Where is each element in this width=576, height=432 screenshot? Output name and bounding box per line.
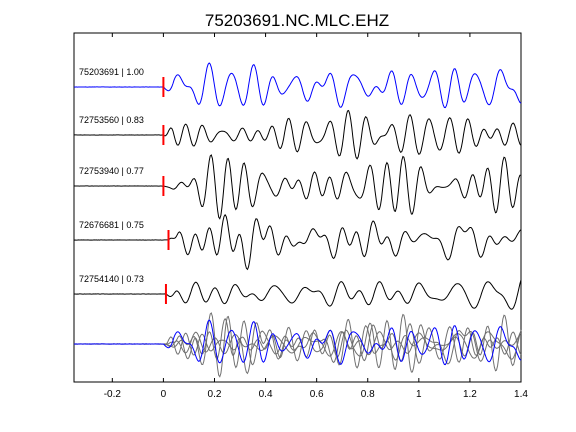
- trace-label: 72754140 | 0.73: [79, 274, 144, 284]
- stacked-master-trace: [73, 319, 522, 366]
- x-tick-label: 0.2: [208, 389, 222, 400]
- x-tick-label: 1.2: [463, 389, 477, 400]
- waveform-trace: [74, 279, 522, 310]
- trace-label: 72676681 | 0.75: [79, 220, 144, 230]
- trace-area: [73, 62, 522, 310]
- waveform-trace: [73, 213, 522, 271]
- stacked-overlay: [73, 312, 522, 378]
- waveform-trace: [73, 154, 521, 220]
- x-tick-label: 1: [416, 389, 422, 400]
- trace-label: 72753560 | 0.83: [79, 115, 144, 125]
- x-tick-label: 0.6: [310, 389, 324, 400]
- x-axis: -0.2 0 0.2 0.4 0.6 0.8 1 1.2 1.4: [104, 33, 528, 400]
- x-tick-label: 0.4: [259, 389, 273, 400]
- waveform-trace: [73, 62, 522, 109]
- trace-label: 72753940 | 0.77: [79, 166, 144, 176]
- chart-title: 75203691.NC.MLC.EHZ: [205, 11, 389, 30]
- trace-labels: 75203691 | 1.00 72753560 | 0.83 72753940 |…: [79, 67, 144, 284]
- trace-label: 75203691 | 1.00: [79, 67, 144, 77]
- x-tick-label: 0.8: [361, 389, 375, 400]
- x-tick-label: -0.2: [104, 389, 122, 400]
- waveform-trace: [74, 109, 522, 160]
- x-tick-label: 1.4: [514, 389, 528, 400]
- plot-frame: [73, 32, 522, 383]
- x-tick-label: 0: [161, 389, 167, 400]
